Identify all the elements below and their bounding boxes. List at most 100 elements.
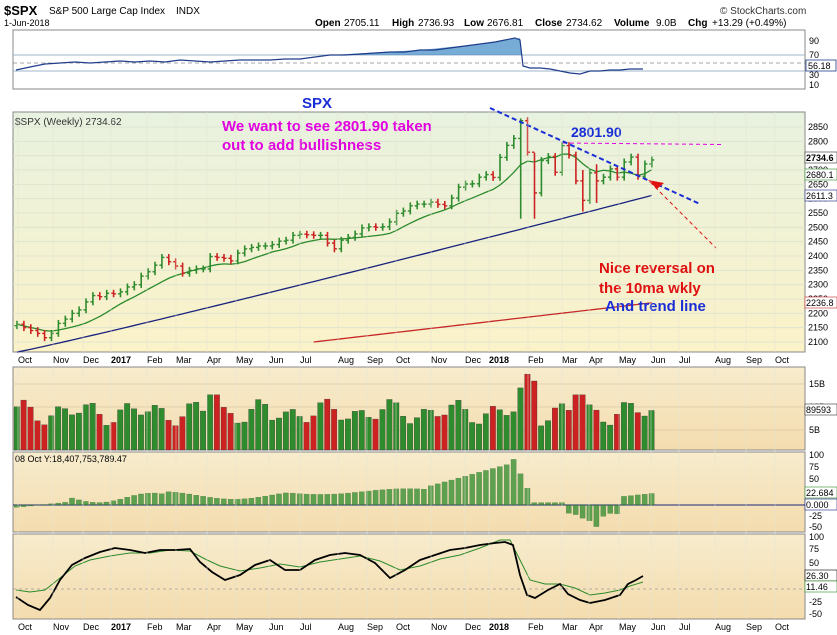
price-bar (269, 241, 275, 250)
x-axis-label: Jun (269, 622, 284, 632)
macd-bar (193, 495, 199, 506)
stoch-line (15, 541, 644, 612)
chg-label: Chg (688, 18, 707, 29)
price-bar (435, 198, 441, 208)
x-axis-label: Apr (589, 622, 603, 632)
price-bar (304, 230, 310, 239)
stoch-tick: -50 (809, 609, 822, 619)
macd-bar (441, 481, 448, 506)
stoch-tag-a: 26.30 (806, 571, 829, 581)
volume-bar (641, 415, 648, 451)
price-bar (62, 315, 68, 327)
macd-bar (524, 488, 531, 506)
macd-bar (586, 504, 593, 521)
volume-bar (75, 412, 82, 451)
price-bar (538, 157, 544, 197)
volume-bar (627, 403, 634, 451)
price-bar (614, 165, 620, 181)
stoch-tag-b: 11.46 (806, 582, 828, 592)
macd-bar (234, 499, 241, 506)
volume-bar (400, 416, 407, 451)
volume-bar (386, 399, 393, 451)
stoch-panel: 100 75 50 25 -25 -50 26.30 11.46 (12, 532, 837, 620)
macd-bar (648, 493, 655, 506)
volume-bar (455, 400, 462, 451)
macd-bar (165, 491, 172, 506)
price-bar (83, 298, 89, 314)
price-bar (207, 253, 213, 273)
volume-bar (524, 373, 531, 451)
macd-bar (110, 500, 117, 506)
volume-bar (469, 422, 476, 451)
x-axis-label: Dec (465, 355, 482, 365)
macd-bar (469, 474, 475, 506)
stoch-tick: -25 (809, 597, 822, 607)
price-bar (35, 327, 41, 337)
macd-bar (214, 498, 220, 506)
volume-bar (552, 407, 558, 451)
volume-bar (289, 409, 296, 451)
x-axis-label: May (619, 355, 637, 365)
macd-bar (393, 488, 400, 506)
x-axis-label: Dec (83, 355, 100, 365)
volume-bar (303, 422, 310, 451)
volume-bar (489, 406, 496, 451)
price-bar (256, 242, 261, 251)
volume-bar (351, 411, 358, 451)
price-bar (283, 236, 289, 245)
price-bar (594, 164, 600, 203)
ma40-tag: 2611.3 (806, 191, 833, 201)
price-bar (552, 153, 558, 176)
volume-bar (151, 405, 158, 451)
macd-bar (96, 502, 103, 506)
price-bar (380, 223, 386, 231)
x-axis-label: Jun (651, 622, 666, 632)
x-axis-label: Sep (367, 622, 383, 632)
ma200-tag: 2236.8 (806, 298, 834, 308)
volume-bar (96, 414, 103, 451)
price-bar (352, 230, 358, 241)
volume-bar (220, 407, 227, 451)
x-axis-label: Feb (528, 622, 544, 632)
rsi-panel: 90 70 50 30 10 56.18 (12, 29, 837, 90)
x-axis-label: Apr (589, 355, 603, 365)
macd-bar (352, 492, 358, 506)
macd-bar (476, 472, 482, 506)
macd-bar (345, 492, 351, 506)
macd-bar (538, 502, 544, 506)
macd-bar (14, 504, 20, 508)
x-axis-label: Sep (746, 622, 762, 632)
price-bar (42, 329, 48, 342)
volume-bar (448, 404, 455, 451)
price-bar (400, 207, 406, 217)
volume-bar (20, 399, 27, 451)
price-bar (407, 202, 413, 215)
x-axis-label: Sep (367, 355, 383, 365)
price-bar (414, 200, 420, 210)
price-bar (262, 242, 268, 250)
price-bar (235, 249, 241, 265)
macd-bar (510, 459, 517, 506)
price-tick-label: 2150 (808, 323, 828, 333)
price-legend: $SPX (Weekly) 2734.62 (15, 117, 122, 128)
volume-bar (365, 417, 372, 451)
stoch-signal-line (15, 539, 644, 596)
price-bar (649, 156, 655, 168)
volume-bar (200, 410, 206, 451)
price-bar (214, 253, 220, 261)
price-bar (21, 320, 27, 332)
volume-bar (634, 412, 641, 451)
volume-bar (345, 418, 351, 451)
price-bar (331, 239, 337, 253)
macd-bar (607, 504, 613, 514)
macd-bar (552, 502, 558, 506)
x-axis-label: Mar (176, 355, 192, 365)
price-bar (587, 169, 593, 204)
macd-bar (200, 496, 206, 506)
price-bar (601, 173, 606, 185)
macd-bar (317, 494, 324, 506)
price-bar (28, 324, 34, 334)
volume-bar (234, 422, 241, 451)
x-axis-label: Nov (53, 622, 70, 632)
macd-tick: -50 (809, 522, 822, 532)
